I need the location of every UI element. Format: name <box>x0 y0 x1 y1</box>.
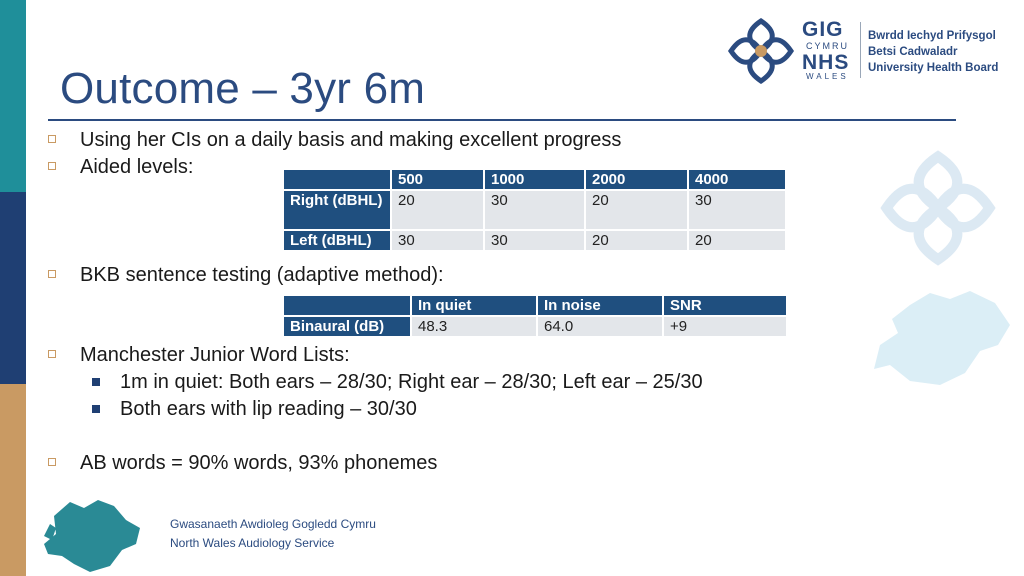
table-row-label: Left (dBHL) <box>284 230 392 252</box>
table-row-label: Binaural (dB) <box>284 316 412 338</box>
filled-square-bullet-icon <box>92 378 100 386</box>
footer-welsh-text: Gwasanaeth Awdioleg Gogledd Cymru <box>170 517 376 531</box>
table-row: Right (dBHL) 20 30 20 30 <box>284 190 787 231</box>
bullet-text: Aided levels: <box>80 156 194 178</box>
table-cell: 30 <box>484 230 586 252</box>
sub-bullet-item: 1m in quiet: Both ears – 28/30; Right ea… <box>92 371 703 394</box>
square-bullet-icon <box>48 135 56 143</box>
left-accent-bar-navy <box>0 192 26 384</box>
table-header-cell <box>284 296 412 317</box>
logo-nhs-text: NHS <box>802 51 850 74</box>
bullet-text: Using her CIs on a daily basis and makin… <box>80 129 622 151</box>
sub-bullet-text: Both ears with lip reading – 30/30 <box>120 398 417 420</box>
table-header-cell: In noise <box>537 296 664 317</box>
table-header-cell: In quiet <box>411 296 538 317</box>
logo-cymru-text: CYMRU <box>806 41 849 51</box>
logo-gig-text: GIG <box>802 18 844 41</box>
table-cell: 30 <box>688 190 787 231</box>
logo-wales-text: WALES <box>806 72 849 81</box>
left-accent-bar-tan <box>0 384 26 576</box>
bkb-sentence-table: In quiet In noise SNR Binaural (dB) 48.3… <box>284 296 788 338</box>
board-line: Bwrdd Iechyd Prifysgol <box>868 30 996 42</box>
logo-divider <box>860 22 861 78</box>
table-cell: 48.3 <box>411 316 538 338</box>
bullet-item: AB words = 90% words, 93% phonemes <box>48 452 438 475</box>
bullet-text: BKB sentence testing (adaptive method): <box>80 264 444 286</box>
table-cell: +9 <box>663 316 788 338</box>
table-cell: 30 <box>484 190 586 231</box>
table-row-label: Right (dBHL) <box>284 190 392 231</box>
board-line: Betsi Cadwaladr <box>868 46 958 58</box>
slide-title: Outcome – 3yr 6m <box>60 64 426 113</box>
table-cell: 20 <box>688 230 787 252</box>
table-cell: 20 <box>585 230 689 252</box>
table-cell: 20 <box>585 190 689 231</box>
table-row: Binaural (dB) 48.3 64.0 +9 <box>284 316 788 338</box>
square-bullet-icon <box>48 458 56 466</box>
table-header-cell: SNR <box>663 296 788 317</box>
table-header-cell: 500 <box>391 170 485 191</box>
board-line: University Health Board <box>868 62 999 74</box>
celtic-knot-logo-icon <box>727 17 795 85</box>
bullet-item: BKB sentence testing (adaptive method): <box>48 264 444 287</box>
left-accent-bar-teal <box>0 0 26 192</box>
filled-square-bullet-icon <box>92 405 100 413</box>
table-header-cell: 4000 <box>688 170 787 191</box>
wales-map-watermark-icon <box>874 291 1010 385</box>
north-wales-map-icon <box>44 500 140 572</box>
table-cell: 20 <box>391 190 485 231</box>
aided-levels-table: 500 1000 2000 4000 Right (dBHL) 20 30 20… <box>284 170 787 252</box>
table-header-cell: 1000 <box>484 170 586 191</box>
bullet-item: Using her CIs on a daily basis and makin… <box>48 129 622 152</box>
bullet-text: AB words = 90% words, 93% phonemes <box>80 452 438 474</box>
sub-bullet-item: Both ears with lip reading – 30/30 <box>92 398 417 421</box>
health-board-name: Bwrdd Iechyd Prifysgol Betsi Cadwaladr U… <box>868 28 998 76</box>
title-underline <box>48 119 956 121</box>
table-cell: 30 <box>391 230 485 252</box>
table-header-cell: 2000 <box>585 170 689 191</box>
bullet-item: Manchester Junior Word Lists: <box>48 344 350 367</box>
square-bullet-icon <box>48 270 56 278</box>
table-header-cell <box>284 170 392 191</box>
bullet-text: Manchester Junior Word Lists: <box>80 344 350 366</box>
table-header-row: In quiet In noise SNR <box>284 296 788 317</box>
table-cell: 64.0 <box>537 316 664 338</box>
table-header-row: 500 1000 2000 4000 <box>284 170 787 191</box>
square-bullet-icon <box>48 350 56 358</box>
footer-english-text: North Wales Audiology Service <box>170 536 335 550</box>
celtic-knot-watermark-icon <box>880 150 996 266</box>
square-bullet-icon <box>48 162 56 170</box>
table-row: Left (dBHL) 30 30 20 20 <box>284 230 787 252</box>
bullet-item: Aided levels: <box>48 156 194 179</box>
sub-bullet-text: 1m in quiet: Both ears – 28/30; Right ea… <box>120 371 703 393</box>
